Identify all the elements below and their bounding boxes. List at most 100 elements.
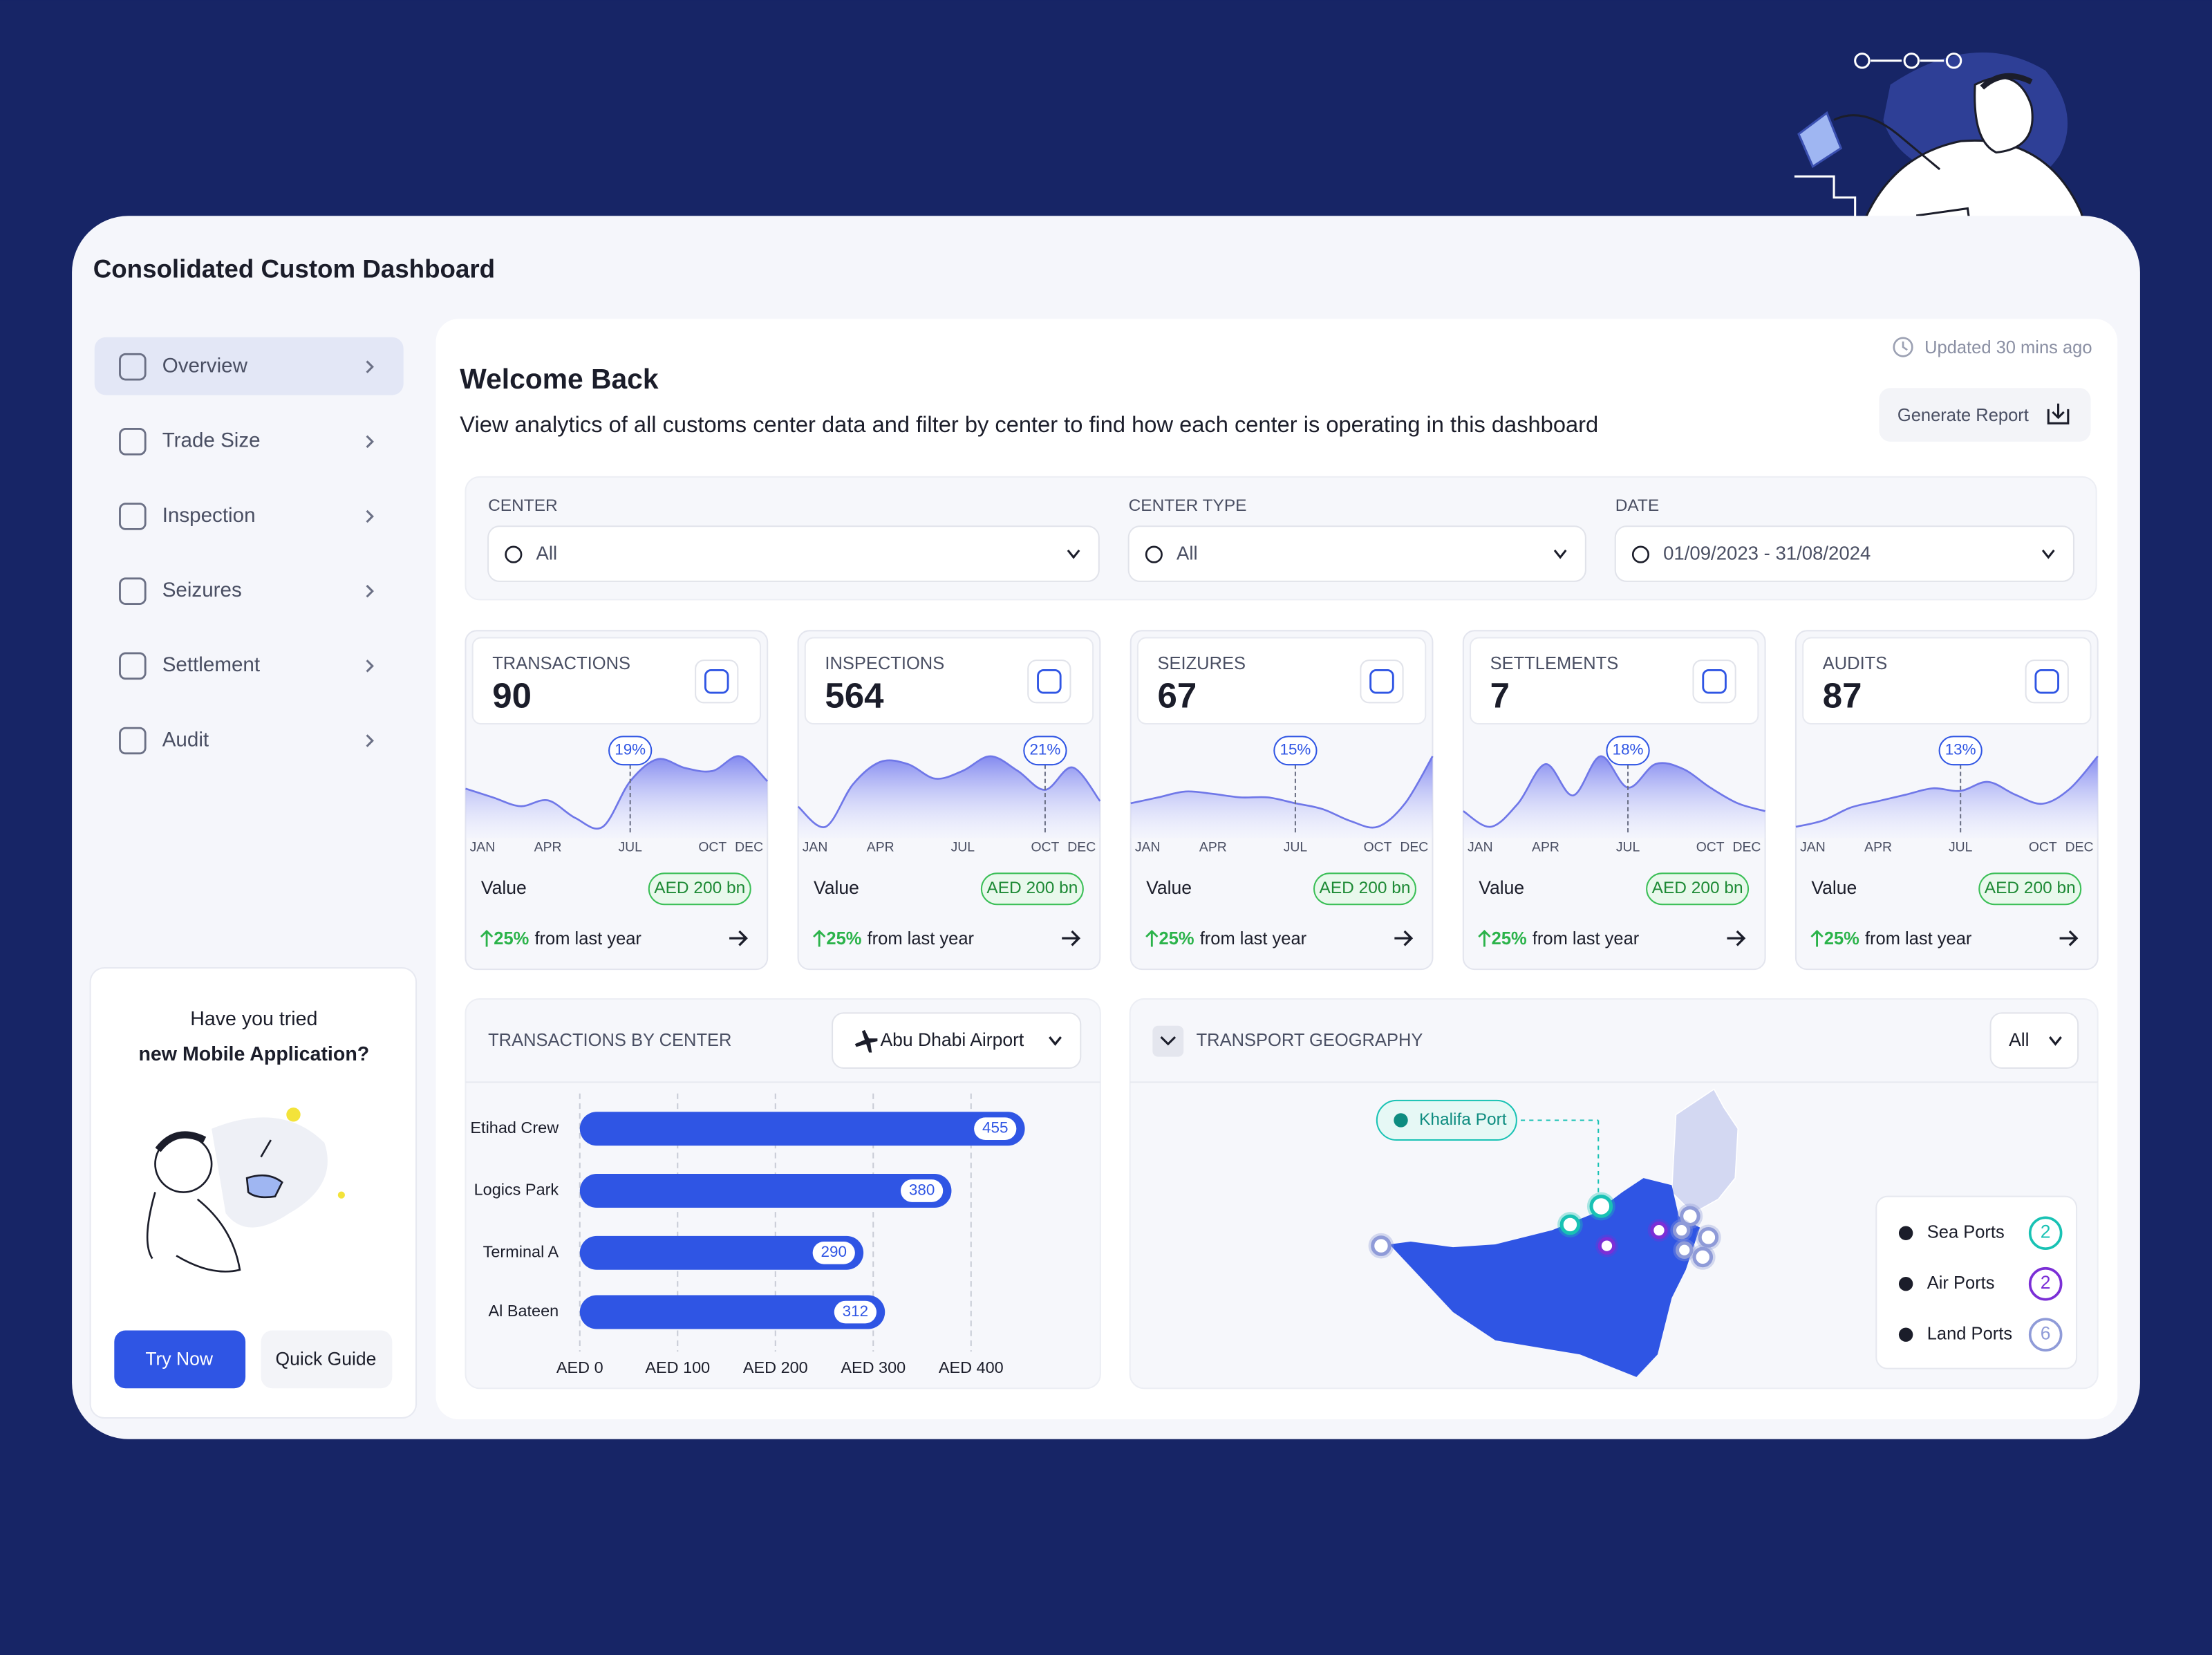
welcome-title: Welcome Back <box>460 363 659 395</box>
chevron <box>1553 550 1567 559</box>
quick-guide-label[interactable]: Quick Guide <box>275 1348 376 1369</box>
sidebar: Overview Trade Size Inspection Seizures Sett… <box>94 337 404 755</box>
port-dots <box>1368 1192 1721 1270</box>
filter-select[interactable] <box>487 525 1100 582</box>
badge-label: 21% <box>1029 741 1060 758</box>
month-label: JUL <box>1949 840 1973 855</box>
legend-count-ring <box>2028 1266 2063 1301</box>
month-label: DEC <box>735 840 763 855</box>
month-label: APR <box>1199 840 1227 855</box>
change: 25% <box>826 929 861 948</box>
card-top <box>1802 637 2092 725</box>
kpi-icon <box>1692 660 1736 704</box>
kpi-card: SEIZURES 67 15% JAN APR JUL OCT DEC Value AED 200… <box>1130 630 1434 971</box>
port-dot[interactable] <box>1371 1235 1391 1256</box>
filter-value[interactable]: All <box>1177 542 1198 563</box>
sparkline <box>1463 755 1765 828</box>
month-label: JUL <box>618 840 642 855</box>
dropdown-value[interactable]: All <box>2009 1029 2029 1050</box>
port-dot[interactable] <box>1589 1195 1613 1218</box>
legend-icon <box>1898 1327 1913 1342</box>
try-now-label[interactable]: Try Now <box>145 1348 214 1369</box>
chevron <box>1160 1036 1177 1046</box>
arrow-link[interactable] <box>1062 930 1081 946</box>
promo-illustration <box>146 1117 328 1273</box>
amount: AED 200 bn <box>986 879 1078 897</box>
arrow-link[interactable] <box>1727 930 1746 946</box>
bar <box>579 1112 1025 1146</box>
center-dropdown[interactable] <box>832 1012 1082 1069</box>
quick-guide-button[interactable] <box>261 1330 393 1389</box>
dropdown-value[interactable]: Abu Dhabi Airport <box>880 1029 1024 1050</box>
promo-line: Have you tried <box>190 1008 317 1030</box>
kpi-icon-glyph <box>2034 669 2059 694</box>
nav-label[interactable]: Settlement <box>162 653 260 676</box>
filter-icon <box>505 545 523 563</box>
kpi-icon-glyph <box>704 669 729 694</box>
filter-icon <box>1631 545 1650 563</box>
nav-label[interactable]: Trade Size <box>162 429 261 452</box>
nav-label[interactable]: Audit <box>162 728 209 751</box>
value-label: Value <box>1479 877 1524 898</box>
amount-pill <box>648 872 751 906</box>
port-dot[interactable] <box>1650 1221 1668 1240</box>
kpi-card: AUDITS 87 13% JAN APR JUL OCT DEC Value AED 200 b… <box>1794 630 2099 971</box>
collapse-button[interactable] <box>1152 1025 1184 1057</box>
port-dot[interactable] <box>1559 1214 1581 1235</box>
bar-label-pill <box>812 1241 855 1264</box>
geo-dropdown[interactable] <box>1989 1012 2079 1069</box>
month-label: DEC <box>1733 840 1761 855</box>
amount: AED 200 bn <box>1320 879 1411 897</box>
amount: AED 200 bn <box>1652 879 1743 897</box>
arrow-link[interactable] <box>729 930 748 946</box>
nav-label[interactable]: Inspection <box>162 504 256 527</box>
port-dot[interactable] <box>1675 1241 1694 1259</box>
port-dot[interactable] <box>1672 1221 1691 1240</box>
generate-report-label[interactable]: Generate Report <box>1897 406 2029 425</box>
badge-label: 15% <box>1280 741 1311 758</box>
amount-pill <box>1646 872 1750 906</box>
filter-value[interactable]: All <box>536 542 558 563</box>
nav-label[interactable]: Seizures <box>162 579 242 601</box>
kpi-label: INSPECTIONS <box>825 654 944 673</box>
generate-report-button[interactable] <box>1879 388 2091 442</box>
up-arrow <box>1478 929 1491 947</box>
bar <box>579 1295 885 1329</box>
port-dot[interactable] <box>1698 1227 1719 1248</box>
month-label: OCT <box>1031 840 1059 855</box>
port-dot[interactable] <box>1680 1206 1700 1227</box>
filter-select[interactable] <box>1614 525 2075 582</box>
nav-label[interactable]: Overview <box>162 354 248 377</box>
change: 25% <box>1824 929 1859 948</box>
filter-value[interactable]: 01/09/2023 - 31/08/2024 <box>1663 542 1871 563</box>
filter-select[interactable] <box>1127 525 1586 582</box>
try-now-button[interactable] <box>114 1330 246 1389</box>
filter-label: CENTER <box>488 496 558 515</box>
bar-label-pill <box>834 1300 877 1324</box>
bar-label-pill <box>974 1117 1017 1141</box>
month-label: OCT <box>1696 840 1725 855</box>
up-arrow <box>480 929 494 947</box>
nav-icon <box>119 503 147 530</box>
arrow-link[interactable] <box>2059 930 2079 946</box>
kpi-cards: TRANSACTIONS 90 19% JAN APR JUL OCT DEC Value AED… <box>465 630 2099 971</box>
kpi-card: SETTLEMENTS 7 18% JAN APR JUL OCT DEC Value AED 2… <box>1462 630 1766 971</box>
port-dot[interactable] <box>1692 1246 1714 1268</box>
sparkline <box>1130 756 1434 829</box>
arrow-link[interactable] <box>1394 930 1414 946</box>
panel-title: TRANSACTIONS BY CENTER <box>488 1031 731 1050</box>
chevron <box>1067 550 1080 559</box>
amount-pill <box>1978 872 2082 906</box>
card-top <box>804 637 1094 725</box>
legend-name: Sea Ports <box>1927 1222 2005 1242</box>
kpi-icon <box>1360 660 1404 704</box>
port-dot[interactable] <box>1597 1237 1616 1255</box>
month-label: OCT <box>2029 840 2057 855</box>
badge <box>1273 736 1318 766</box>
port-legend <box>1875 1195 2078 1369</box>
nav-icon <box>119 428 147 456</box>
month-label: APR <box>534 840 562 855</box>
up-arrow <box>1145 929 1159 947</box>
